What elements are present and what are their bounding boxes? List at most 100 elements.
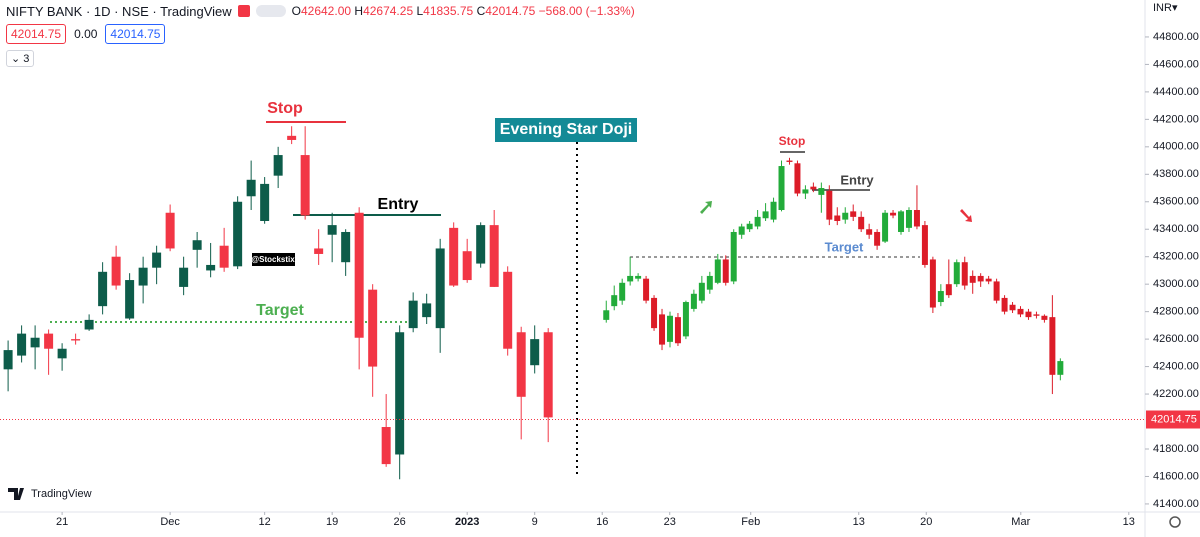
y-tick-label: 44800.00 <box>1153 31 1199 43</box>
annotation-entry: Entry <box>378 196 419 213</box>
x-tick-label: Feb <box>741 516 760 528</box>
high-label: H <box>354 4 364 18</box>
candle-body <box>341 231 351 263</box>
candle-body <box>778 166 785 211</box>
toggle[interactable] <box>255 5 286 17</box>
candle-body <box>44 333 54 349</box>
candle-body <box>1025 311 1032 318</box>
close-label: C <box>476 4 486 18</box>
candle-body <box>111 256 121 286</box>
x-tick-label: Dec <box>160 516 180 528</box>
candle-body <box>1009 304 1016 311</box>
x-tick-label: 13 <box>853 516 865 528</box>
candle-body <box>659 314 666 345</box>
y-tick-label: 42200.00 <box>1153 388 1199 400</box>
candle-body <box>206 264 216 271</box>
sell-button[interactable]: 42014.75 <box>6 24 67 44</box>
candle-body <box>985 278 992 282</box>
y-tick-label: 42400.00 <box>1153 360 1199 372</box>
candle-body <box>762 211 769 219</box>
y-tick-label: 42600.00 <box>1153 333 1199 345</box>
candle-body <box>435 248 445 329</box>
candle-body <box>273 155 283 176</box>
candle-body <box>746 223 753 230</box>
annotation-target: Target <box>825 239 864 254</box>
annotation-stop: Stop <box>267 100 303 117</box>
candle-body <box>165 212 175 249</box>
y-tick-label: 41600.00 <box>1153 470 1199 482</box>
annotation-box <box>495 118 637 142</box>
symbol: NIFTY BANK · 1D · NSE · TradingView <box>6 3 232 19</box>
y-tick-label: 41800.00 <box>1153 443 1199 455</box>
candle-body <box>71 339 81 341</box>
candle-body <box>635 275 642 279</box>
candle-body <box>543 332 553 418</box>
candle-body <box>754 216 761 227</box>
x-tick-label: 19 <box>326 516 338 528</box>
candle-body <box>882 212 889 242</box>
candle-body <box>874 231 881 246</box>
buy-button[interactable]: 42014.75 <box>105 24 166 44</box>
candle-body <box>730 231 737 282</box>
candle-body <box>1017 308 1024 315</box>
candle-body <box>179 267 189 287</box>
high-value: 42674.25 <box>363 4 414 18</box>
candle-body <box>152 252 162 268</box>
indicators-toggle[interactable]: ⌄ 3 <box>6 50 35 67</box>
y-tick-label: 43400.00 <box>1153 223 1199 235</box>
last-price-label: 42014.75 <box>1151 413 1197 425</box>
y-tick-label: 43800.00 <box>1153 168 1199 180</box>
candle-body <box>651 297 658 329</box>
candle-body <box>722 259 729 283</box>
candle-body <box>969 275 976 283</box>
candle-body <box>246 179 256 197</box>
candle-body <box>802 189 809 194</box>
candle-body <box>603 310 610 320</box>
candle-body <box>408 300 418 329</box>
candle-body <box>84 319 94 330</box>
settings-icon[interactable] <box>1169 516 1181 528</box>
candle-body <box>138 267 148 286</box>
candle-body <box>794 163 801 194</box>
candle-body <box>953 262 960 285</box>
watermark-box <box>252 253 295 266</box>
annotation-target: Target <box>256 302 304 319</box>
x-tick-label: 9 <box>532 516 538 528</box>
candle-body <box>674 317 681 344</box>
candle-body <box>858 216 865 230</box>
candle-body <box>30 337 40 348</box>
candle-body <box>503 271 513 349</box>
candle-body <box>1057 361 1064 375</box>
arrow-down-icon <box>960 209 972 222</box>
candle-body <box>826 190 833 220</box>
candle-body <box>17 333 27 356</box>
candle-body <box>611 295 618 307</box>
candle-body <box>627 275 634 282</box>
candle-body <box>866 229 873 235</box>
candle-body <box>300 155 310 216</box>
candle-body <box>1049 317 1056 375</box>
candle-body <box>3 350 13 370</box>
header: NIFTY BANK · 1D · NSE · TradingView O426… <box>6 2 635 20</box>
logo: TradingView <box>8 488 92 500</box>
y-tick-label: 41400.00 <box>1153 498 1199 510</box>
low-value: 41835.75 <box>423 4 474 18</box>
candle-body <box>57 348 67 359</box>
candle-body <box>961 262 968 286</box>
candle-body <box>422 303 432 318</box>
logo-text: TradingView <box>31 488 92 500</box>
y-tick-label: 44600.00 <box>1153 58 1199 70</box>
candle-body <box>314 248 324 254</box>
candle-body <box>977 275 984 282</box>
candle-body <box>619 282 626 301</box>
y-tick-label: 43000.00 <box>1153 278 1199 290</box>
annotations: Stop Entry Target Evening Star Doji @Sto… <box>251 100 874 319</box>
low-label: L <box>416 4 424 18</box>
candle-body <box>395 332 405 455</box>
candle-body <box>905 210 912 228</box>
currency-label: INR▾ <box>1153 2 1178 14</box>
watermark: @Stockstix <box>251 255 295 264</box>
candle-body <box>1041 315 1048 320</box>
candle-body <box>530 339 540 366</box>
logo-icon <box>8 488 24 500</box>
